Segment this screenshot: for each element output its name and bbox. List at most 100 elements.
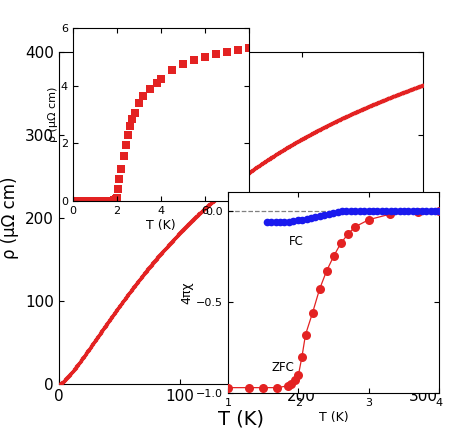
Point <box>165 241 172 248</box>
Point <box>156 252 163 259</box>
Point <box>140 271 147 278</box>
Point <box>309 130 316 137</box>
Point <box>80 353 88 359</box>
Point <box>145 264 153 271</box>
Point <box>76 358 84 365</box>
Point <box>395 91 402 98</box>
Point <box>247 168 254 175</box>
Point <box>312 213 319 220</box>
Point <box>147 263 154 270</box>
Point <box>118 300 125 307</box>
Point <box>407 86 414 93</box>
Point <box>93 335 100 342</box>
Point <box>417 83 425 89</box>
Point <box>252 164 259 171</box>
Point <box>155 253 162 260</box>
Point <box>330 119 337 126</box>
Point <box>104 318 112 325</box>
Point <box>194 211 202 218</box>
Point <box>309 309 316 316</box>
Point <box>227 183 235 190</box>
Point <box>164 242 172 249</box>
Point <box>275 149 282 156</box>
Point <box>105 318 112 324</box>
Point <box>306 132 313 139</box>
Point <box>394 91 401 98</box>
Point <box>102 322 110 329</box>
Point <box>327 121 335 127</box>
Point <box>329 210 337 216</box>
Point <box>55 381 63 388</box>
Point <box>114 305 121 312</box>
Point <box>162 245 170 251</box>
Point <box>227 183 234 190</box>
Point <box>298 353 306 360</box>
Point <box>197 209 204 216</box>
Point <box>179 226 186 233</box>
Point <box>332 118 339 125</box>
Point <box>254 163 262 170</box>
Point <box>190 56 198 63</box>
Point <box>113 194 121 201</box>
Point <box>69 197 77 204</box>
Point <box>323 267 330 274</box>
Point <box>202 204 210 211</box>
Point <box>268 154 275 161</box>
Point <box>378 207 386 214</box>
Point <box>295 372 302 378</box>
Point <box>157 251 164 258</box>
Point <box>236 175 244 182</box>
Point <box>215 193 222 200</box>
Point <box>389 93 397 100</box>
Point <box>183 222 190 229</box>
Point <box>354 108 361 114</box>
Point <box>404 87 412 94</box>
Point <box>279 147 287 154</box>
Point <box>110 311 118 318</box>
Point <box>179 226 187 233</box>
Y-axis label: ρ (μΩ cm): ρ (μΩ cm) <box>48 87 58 142</box>
Point <box>239 174 246 181</box>
Point <box>321 124 328 130</box>
Point <box>416 83 424 89</box>
Point <box>85 346 93 353</box>
Point <box>414 84 421 91</box>
Point <box>386 94 393 101</box>
Point <box>154 254 161 261</box>
Point <box>186 219 194 226</box>
Point <box>102 323 109 330</box>
Point <box>221 187 229 194</box>
Point <box>102 321 110 328</box>
Point <box>59 379 66 386</box>
Point <box>160 247 168 254</box>
Point <box>365 216 373 223</box>
Point <box>134 277 142 284</box>
Point <box>272 151 279 158</box>
Point <box>262 158 270 165</box>
Point <box>125 290 133 297</box>
Point <box>76 197 83 204</box>
Point <box>62 376 69 383</box>
Point <box>118 299 125 306</box>
Point <box>141 269 149 276</box>
Point <box>299 135 306 142</box>
Point <box>112 307 120 314</box>
Point <box>57 380 65 387</box>
Point <box>204 203 211 210</box>
Point <box>344 112 351 119</box>
Point <box>318 125 326 132</box>
Point <box>89 340 97 346</box>
Point <box>262 158 269 165</box>
Point <box>250 166 258 173</box>
Point <box>373 100 380 107</box>
Point <box>181 224 188 231</box>
Point <box>304 133 311 140</box>
Point <box>325 210 332 217</box>
Point <box>276 218 284 225</box>
Point <box>368 102 375 109</box>
X-axis label: T (K): T (K) <box>218 410 264 429</box>
Point <box>244 170 252 177</box>
Point <box>103 320 111 327</box>
Point <box>122 294 129 301</box>
Point <box>124 131 132 138</box>
